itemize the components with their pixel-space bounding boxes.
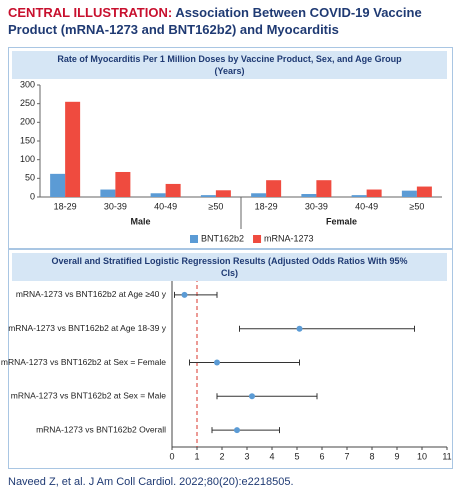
bar-panel bbox=[8, 47, 453, 249]
bar bbox=[301, 194, 317, 197]
bar bbox=[200, 195, 216, 197]
x-tick-label: 11 bbox=[442, 451, 451, 461]
header: CENTRAL ILLUSTRATION: Association Betwee… bbox=[8, 4, 448, 38]
bar bbox=[115, 171, 131, 197]
x-tick-label: 10 bbox=[417, 451, 427, 461]
x-tick-label: 2 bbox=[219, 451, 224, 461]
group-label: Male bbox=[130, 216, 150, 226]
row-label: mRNA-1273 vs BNT162b2 at Age ≥40 y bbox=[16, 289, 167, 299]
estimate-point bbox=[214, 359, 220, 366]
legend-label: BNT162b2 bbox=[201, 233, 244, 243]
bar bbox=[416, 186, 432, 197]
bar bbox=[351, 195, 367, 197]
x-tick-label: 4 bbox=[269, 451, 274, 461]
estimate-point bbox=[296, 325, 303, 332]
forest-panel bbox=[8, 249, 453, 469]
x-tick-label: 30-39 bbox=[104, 201, 127, 211]
y-tick-label: 150 bbox=[20, 135, 35, 145]
bar bbox=[50, 173, 66, 197]
x-tick-label: ≥50 bbox=[409, 201, 424, 211]
bar bbox=[316, 180, 332, 197]
estimate-point bbox=[181, 291, 188, 298]
bar bbox=[266, 180, 282, 197]
x-tick-label: 9 bbox=[394, 451, 399, 461]
x-tick-label: 8 bbox=[369, 451, 374, 461]
x-tick-label: ≥50 bbox=[208, 201, 223, 211]
y-tick-label: 0 bbox=[30, 191, 35, 201]
row-label: mRNA-1273 vs BNT162b2 at Age 18-39 y bbox=[8, 323, 167, 333]
bar bbox=[366, 189, 382, 197]
row-label: mRNA-1273 vs BNT162b2 Overall bbox=[36, 424, 166, 434]
x-tick-label: 40-49 bbox=[154, 201, 177, 211]
x-tick-label: 0 bbox=[169, 451, 174, 461]
chart-title: Rate of Myocarditis Per 1 Million Doses … bbox=[12, 51, 447, 79]
x-tick-label: 30-39 bbox=[305, 201, 328, 211]
y-tick-label: 300 bbox=[20, 79, 35, 89]
estimate-point bbox=[234, 427, 240, 434]
x-tick-label: 6 bbox=[319, 451, 324, 461]
legend-swatch bbox=[190, 235, 198, 243]
x-tick-label: 5 bbox=[294, 451, 299, 461]
x-tick-label: 40-49 bbox=[355, 201, 378, 211]
x-tick-label: 7 bbox=[344, 451, 349, 461]
bar bbox=[401, 190, 417, 197]
group-label: Female bbox=[326, 216, 357, 226]
header-label: CENTRAL ILLUSTRATION: bbox=[8, 5, 173, 20]
x-tick-label: 18-29 bbox=[255, 201, 278, 211]
x-tick-label: 3 bbox=[244, 451, 249, 461]
legend-swatch bbox=[253, 235, 262, 243]
row-label: mRNA-1273 vs BNT162b2 at Sex = Male bbox=[11, 391, 166, 401]
chart-title: Overall and Stratified Logistic Regressi… bbox=[12, 253, 447, 281]
y-tick-label: 50 bbox=[25, 173, 35, 183]
bar bbox=[100, 189, 116, 197]
y-tick-label: 100 bbox=[20, 154, 35, 164]
x-tick-label: 1 bbox=[194, 451, 199, 461]
bar bbox=[165, 183, 181, 197]
estimate-point bbox=[249, 393, 255, 400]
bar bbox=[65, 101, 81, 197]
y-tick-label: 250 bbox=[20, 98, 35, 108]
footer: Naveed Z, et al. J Am Coll Cardiol. 2022… bbox=[8, 476, 294, 488]
bar bbox=[251, 193, 267, 197]
bar bbox=[215, 190, 231, 197]
row-label: mRNA-1273 vs BNT162b2 at Sex = Female bbox=[1, 357, 166, 367]
header-title: Association Between COVID-19 Vaccine Pro… bbox=[8, 5, 422, 37]
x-tick-label: 18-29 bbox=[54, 201, 77, 211]
y-tick-label: 200 bbox=[20, 117, 35, 127]
bar bbox=[150, 193, 166, 197]
legend-label: mRNA-1273 bbox=[264, 233, 314, 243]
